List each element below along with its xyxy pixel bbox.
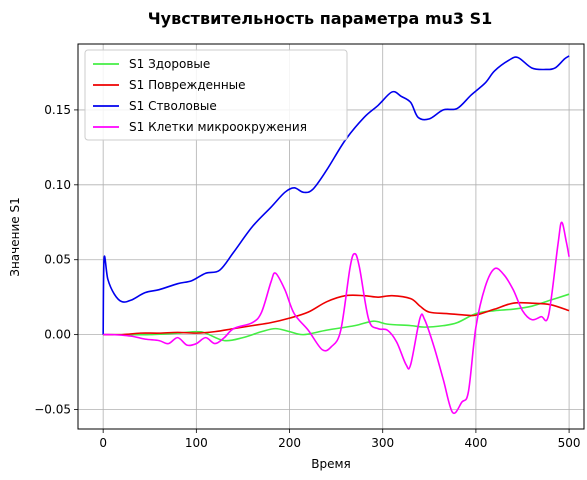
x-tick-label: 500 <box>558 436 581 450</box>
legend: S1 Здоровые S1 Поврежденные S1 Стволовые S1… <box>85 50 347 140</box>
x-tick-label: 400 <box>464 436 487 450</box>
y-tick-label: 0.10 <box>44 178 71 192</box>
y-axis-label: Значение S1 <box>8 197 22 276</box>
chart-title: Чувствительность параметра mu3 S1 <box>148 9 493 28</box>
y-axis-ticks: −0.05 0.00 0.05 0.10 0.15 <box>34 103 78 417</box>
y-tick-label: 0.15 <box>44 103 71 117</box>
y-tick-label: −0.05 <box>34 403 71 417</box>
x-tick-label: 200 <box>278 436 301 450</box>
y-tick-label: 0.05 <box>44 253 71 267</box>
series-line-healthy <box>103 294 569 341</box>
series-line-microenvironment <box>103 222 569 413</box>
x-tick-label: 0 <box>99 436 107 450</box>
legend-label: S1 Клетки микроокружения <box>129 120 307 134</box>
x-tick-label: 100 <box>185 436 208 450</box>
x-axis-label: Время <box>311 457 351 471</box>
legend-label: S1 Поврежденные <box>129 78 246 92</box>
x-tick-label: 300 <box>371 436 394 450</box>
y-tick-label: 0.00 <box>44 328 71 342</box>
legend-label: S1 Стволовые <box>129 99 217 113</box>
x-axis-ticks: 0 100 200 300 400 500 <box>99 429 580 450</box>
legend-label: S1 Здоровые <box>129 57 210 71</box>
